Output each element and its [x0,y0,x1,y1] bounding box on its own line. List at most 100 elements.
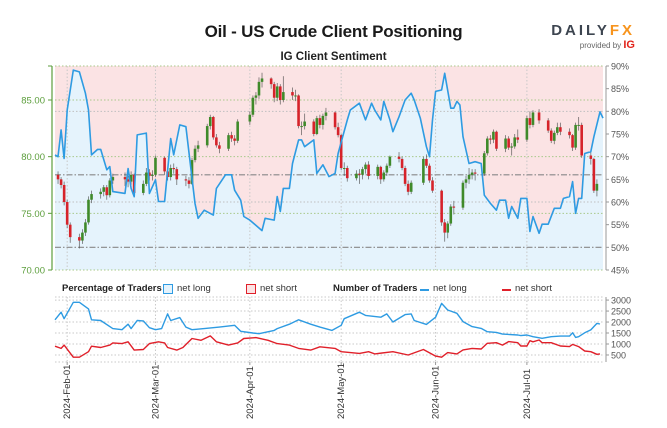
candle [102,185,106,197]
candle-body [215,137,218,146]
candle [129,171,133,185]
candle [537,109,541,124]
count-tick-label: 1000 [611,339,631,349]
chart-title: Oil - US Crude Client Positioning [204,22,463,41]
net-short-count-line [54,335,601,358]
candle-body [492,131,495,140]
candle-body [528,118,532,125]
candle [145,168,148,187]
candle-body [358,173,361,175]
legend-number-title: Number of Traders [333,283,418,294]
candle [321,113,325,130]
candle [169,164,172,181]
candle-body [342,168,346,169]
candle-body [184,179,188,181]
candle-body [81,232,84,241]
price-tick-label: 75.00 [21,209,45,220]
candle-body [148,172,151,176]
candle-body [440,190,443,223]
candle [193,145,197,163]
candle-body [254,95,258,98]
pct-tick-label: 55% [611,220,629,230]
candle-body [275,86,279,98]
candle [516,129,520,144]
candle [376,164,380,180]
candle-body [355,173,358,179]
candle [482,151,486,176]
candle-body [382,172,386,180]
legend-percentage-title: Percentage of Traders [62,283,162,294]
candle [571,134,574,151]
candle-body [470,172,474,175]
candle [260,72,264,88]
candle-body [525,118,529,140]
candle [440,189,443,226]
candle [275,83,279,102]
candle-body [428,165,431,181]
candle-body [260,78,264,82]
candle [212,115,215,140]
candle [300,121,303,136]
candle-body [175,169,179,180]
candle-body [486,138,489,154]
legend-net-short-box-icon [246,284,256,294]
candle [452,200,456,215]
candle [467,168,471,184]
pct-tick-label: 45% [611,266,629,276]
candle [278,84,282,105]
candle-body [196,145,200,149]
candle [269,77,273,89]
candle [361,166,364,180]
price-tick-label: 80.00 [21,152,45,163]
candle [592,157,596,193]
candle [355,170,358,181]
candle-body [269,78,273,85]
candle-body [513,137,517,147]
candle [388,155,392,168]
candle [227,132,230,151]
chart-subtitle: IG Client Sentiment [280,51,387,63]
candle-body [397,156,401,159]
candle [528,111,532,129]
candle [318,114,322,129]
candle-body [303,121,306,127]
candle-body [102,187,106,192]
candle [205,123,209,148]
candle-body [68,224,72,238]
dailyfx-logo: DAILYFX provided by IG [551,22,643,52]
candle-body [172,168,176,170]
candle [187,177,191,189]
candle-body [282,92,285,100]
candle [172,163,176,174]
candle-body [251,97,255,115]
candle-body [193,148,197,161]
candle [108,178,112,198]
candle [99,188,102,199]
candle [294,89,297,102]
candle-body [568,131,571,136]
candle-body [482,153,486,174]
pct-tick-label: 80% [611,107,629,117]
candle-body [571,135,574,148]
candle-body [154,157,157,175]
candle [84,219,87,236]
candle-body [257,81,261,96]
candle [215,134,218,148]
candle-body [151,174,154,176]
pct-tick-label: 75% [611,130,629,140]
candle [397,152,401,163]
candle-body [318,118,322,125]
price-tick-label: 70.00 [21,266,45,277]
candle-body [537,112,541,121]
candle-body [452,206,456,208]
candle-body [230,135,233,139]
candle [513,134,517,149]
pct-tick-label: 60% [611,198,629,208]
candle-body [111,177,115,181]
candle [531,110,535,128]
candle [233,135,236,146]
candle-body [549,130,553,141]
candle-body [129,174,133,182]
logo-provided-by: provided by [579,41,622,50]
